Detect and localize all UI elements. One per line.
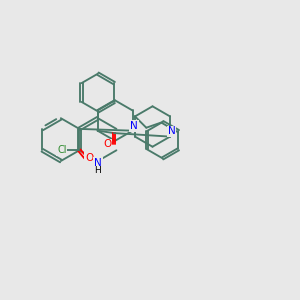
Text: N: N — [94, 158, 102, 168]
Text: O: O — [85, 153, 94, 163]
Text: Cl: Cl — [57, 145, 67, 155]
Text: N: N — [130, 121, 138, 131]
Text: N: N — [168, 126, 176, 136]
Text: O: O — [103, 140, 112, 149]
Text: H: H — [94, 166, 101, 175]
